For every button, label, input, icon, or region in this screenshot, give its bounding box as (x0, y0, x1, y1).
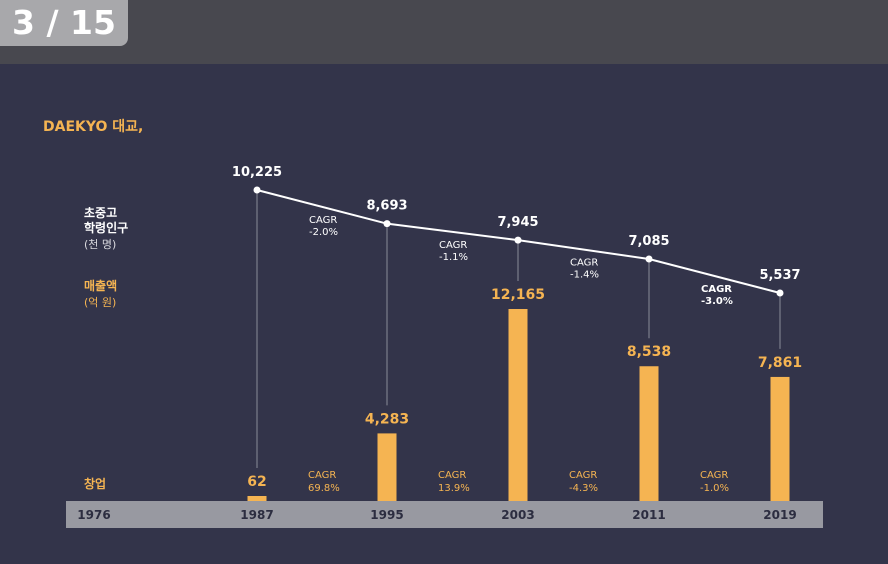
population-cagr-value: -1.4% (570, 270, 599, 281)
population-value-label: 10,225 (232, 165, 282, 180)
population-label-line1: 초중고 (84, 206, 118, 220)
revenue-cagr-value: 13.9% (438, 483, 470, 494)
population-value-label: 7,945 (497, 215, 538, 230)
revenue-bar (247, 496, 267, 501)
population-cagr-value: -3.0% (701, 296, 733, 307)
revenue-value-label: 4,283 (365, 411, 409, 427)
revenue-value-label: 8,538 (627, 344, 671, 360)
population-cagr-label: CAGR (701, 284, 732, 295)
revenue-cagr-label: CAGR (438, 470, 466, 481)
population-point (383, 220, 391, 228)
x-tick-label: 2011 (632, 508, 665, 522)
population-cagr-label: CAGR (439, 240, 467, 251)
population-point (776, 289, 784, 297)
x-tick-label: 1995 (370, 508, 403, 522)
revenue-bar (770, 376, 790, 501)
population-point (253, 186, 261, 194)
revenue-cagr-label: CAGR (700, 470, 728, 481)
revenue-value-label: 7,861 (758, 355, 802, 371)
population-value-label: 7,085 (628, 234, 669, 249)
population-label-line2: 학령인구 (84, 221, 129, 235)
revenue-value-label: 62 (247, 474, 266, 490)
revenue-cagr-label: CAGR (569, 470, 597, 481)
x-axis-band (66, 501, 823, 528)
x-tick-label: 2019 (763, 508, 796, 522)
population-value-label: 8,693 (366, 199, 407, 214)
brand-title: DAEKYO 대교, (43, 119, 144, 135)
revenue-cagr-value: -4.3% (569, 483, 598, 494)
population-point (645, 255, 653, 263)
revenue-cagr-value: 69.8% (308, 483, 340, 494)
revenue-unit: (억 원) (84, 296, 117, 309)
population-cagr-value: -1.1% (439, 252, 468, 263)
top-bar (0, 0, 888, 64)
revenue-bar (508, 309, 528, 501)
revenue-value-label: 12,165 (491, 287, 545, 303)
population-unit: (천 명) (84, 238, 117, 251)
revenue-bar (377, 433, 397, 501)
x-tick-label: 1987 (240, 508, 273, 522)
population-cagr-label: CAGR (309, 215, 337, 226)
revenue-cagr-value: -1.0% (700, 483, 729, 494)
revenue-bar (639, 366, 659, 501)
page-indicator: 3 / 15 (0, 0, 128, 46)
population-cagr-value: -2.0% (309, 227, 338, 238)
x-tick-label: 1976 (77, 508, 110, 522)
revenue-label: 매출액 (84, 279, 118, 293)
founding-label: 창업 (84, 477, 107, 491)
revenue-cagr-label: CAGR (308, 470, 336, 481)
population-point (514, 236, 522, 244)
x-tick-label: 2003 (501, 508, 534, 522)
population-value-label: 5,537 (759, 268, 800, 283)
population-cagr-label: CAGR (570, 258, 598, 269)
